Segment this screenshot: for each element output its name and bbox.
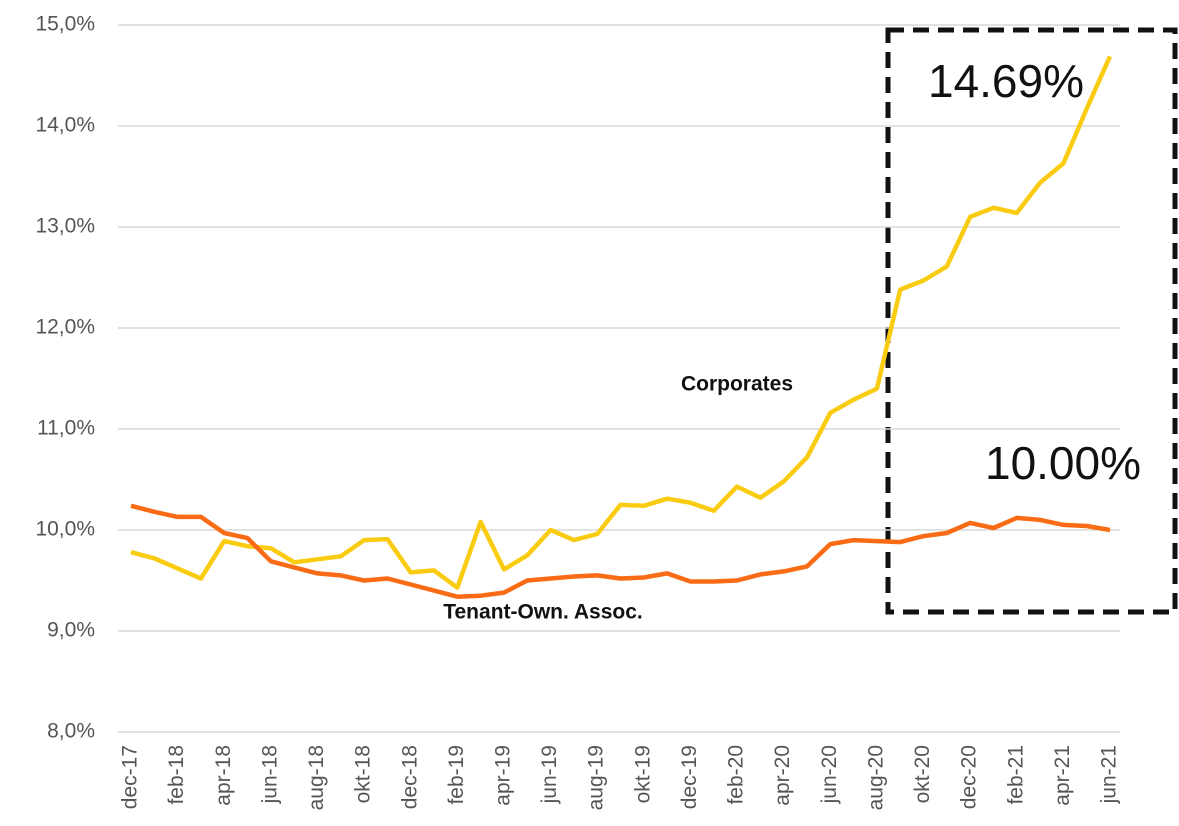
x-tick-label: feb-19 [445, 745, 468, 805]
highlight-box [885, 27, 1178, 615]
y-tick-label: 8,0% [47, 720, 95, 743]
annotation: 10.00% [985, 437, 1141, 489]
annotation: 14.69% [928, 55, 1084, 107]
x-tick-label: dec-18 [398, 745, 421, 809]
x-tick-label: feb-18 [165, 745, 188, 805]
x-tick-label: dec-20 [958, 745, 981, 809]
series-label: Tenant-Own. Assoc. [443, 601, 643, 624]
x-tick-label: feb-20 [725, 745, 748, 805]
x-tick-label: okt-19 [631, 745, 654, 803]
y-tick-label: 15,0% [35, 13, 95, 36]
x-tick-label: apr-18 [212, 745, 235, 806]
x-tick-label: aug-18 [305, 745, 328, 810]
series-label: Corporates [681, 373, 793, 396]
x-tick-label: aug-19 [585, 745, 608, 810]
x-tick-label: jun-21 [1098, 745, 1121, 804]
x-tick-label: jun-19 [538, 745, 561, 804]
x-tick-label: feb-21 [1004, 745, 1027, 805]
line-series [130, 55, 1113, 590]
x-tick-label: apr-20 [771, 745, 794, 806]
x-tick-label: okt-20 [911, 745, 934, 803]
x-tick-label: jun-20 [818, 745, 841, 804]
y-tick-label: 12,0% [35, 316, 95, 339]
x-tick-label: jun-18 [258, 745, 281, 804]
x-tick-label: okt-18 [352, 745, 375, 803]
y-tick-label: 9,0% [47, 619, 95, 642]
y-tick-label: 10,0% [35, 518, 95, 541]
x-tick-label: apr-19 [491, 745, 514, 806]
x-tick-label: dec-19 [678, 745, 701, 809]
x-tick-label: apr-21 [1051, 745, 1074, 806]
x-tick-label: aug-20 [864, 745, 887, 810]
line-series [130, 503, 1111, 599]
x-tick-label: dec-17 [119, 745, 142, 809]
y-tick-label: 11,0% [37, 417, 95, 440]
y-tick-label: 13,0% [35, 215, 95, 238]
y-tick-label: 14,0% [35, 114, 95, 137]
